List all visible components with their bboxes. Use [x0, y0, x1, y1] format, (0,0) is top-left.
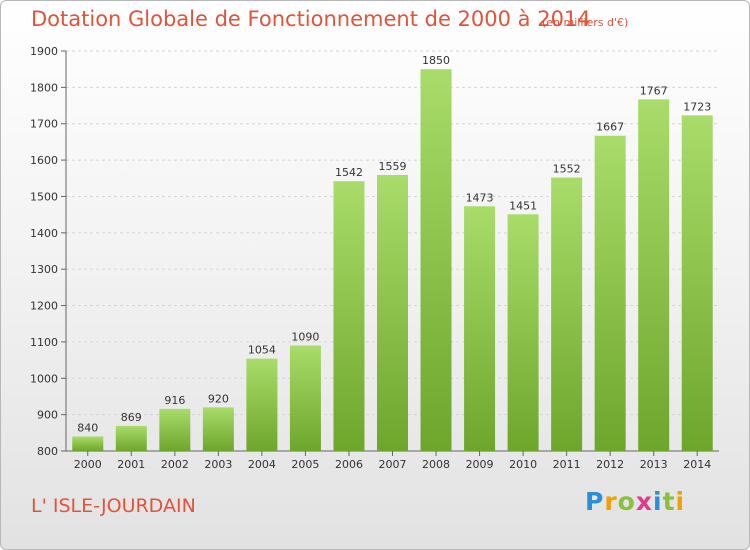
x-tick-label: 2011: [553, 458, 581, 471]
y-tick-label: 1500: [30, 190, 58, 203]
x-tick-label: 2012: [596, 458, 624, 471]
bar: [464, 206, 496, 451]
logo-letter: r: [604, 487, 618, 516]
bar: [333, 181, 365, 451]
x-tick-label: 2014: [683, 458, 711, 471]
x-tick-label: 2002: [161, 458, 189, 471]
bar: [377, 175, 408, 451]
bar: [115, 425, 147, 451]
logo-letter: P: [585, 487, 605, 516]
bar-value-label: 840: [77, 421, 98, 434]
logo-letter: o: [617, 487, 636, 516]
x-tick-label: 2008: [422, 458, 450, 471]
bar: [72, 436, 104, 451]
y-tick-label: 1300: [30, 263, 58, 276]
bar: [159, 408, 191, 451]
x-tick-label: 2007: [379, 458, 407, 471]
y-tick-label: 1200: [30, 300, 58, 313]
bar: [507, 214, 539, 451]
x-tick-label: 2013: [640, 458, 668, 471]
x-tick-label: 2004: [248, 458, 276, 471]
y-tick-label: 1700: [30, 118, 58, 131]
x-tick-label: 2001: [117, 458, 145, 471]
x-tick-label: 2006: [335, 458, 363, 471]
bar: [202, 407, 234, 451]
bar-value-label: 1451: [509, 199, 537, 212]
x-tick-label: 2005: [291, 458, 319, 471]
bar-value-label: 1559: [379, 160, 407, 173]
bar-value-label: 1767: [640, 84, 668, 97]
chart-unit: (en milliers d'€): [542, 16, 629, 29]
bar: [594, 135, 626, 451]
bar: [638, 99, 670, 451]
bar: [551, 177, 583, 451]
place-name: L' ISLE-JOURDAIN: [31, 495, 196, 517]
bar-value-label: 1090: [291, 331, 319, 344]
bar: [420, 69, 452, 451]
bar: [246, 358, 278, 451]
y-tick-label: 1100: [30, 336, 58, 349]
bar-value-label: 1473: [466, 191, 494, 204]
logo-letter: x: [635, 487, 653, 516]
bar-value-label: 916: [164, 394, 185, 407]
x-tick-label: 2009: [466, 458, 494, 471]
y-tick-label: 1600: [30, 154, 58, 167]
bar-value-label: 1552: [553, 163, 581, 176]
y-tick-label: 900: [37, 409, 58, 422]
logo-letter: i: [653, 487, 663, 516]
bar-value-label: 1723: [683, 100, 711, 113]
y-tick-label: 1400: [30, 227, 58, 240]
y-tick-label: 1800: [30, 81, 58, 94]
proxiti-logo: Proxiti: [585, 487, 685, 516]
bar-value-label: 1667: [596, 121, 624, 134]
logo-letter: i: [675, 487, 686, 516]
y-tick-label: 1900: [30, 45, 58, 58]
x-tick-label: 2010: [509, 458, 537, 471]
y-tick-label: 1000: [30, 372, 58, 385]
bar-value-label: 1850: [422, 54, 450, 67]
bar-value-label: 869: [121, 411, 142, 424]
bar-value-label: 920: [208, 392, 229, 405]
y-tick-label: 800: [37, 445, 58, 458]
logo-letter: t: [662, 487, 676, 516]
bar-value-label: 1542: [335, 166, 363, 179]
bar: [681, 115, 713, 451]
x-tick-label: 2003: [204, 458, 232, 471]
bar: [289, 345, 321, 451]
x-tick-label: 2000: [74, 458, 102, 471]
bar-value-label: 1054: [248, 344, 276, 357]
chart-title: Dotation Globale de Fonctionnement de 20…: [31, 7, 591, 31]
